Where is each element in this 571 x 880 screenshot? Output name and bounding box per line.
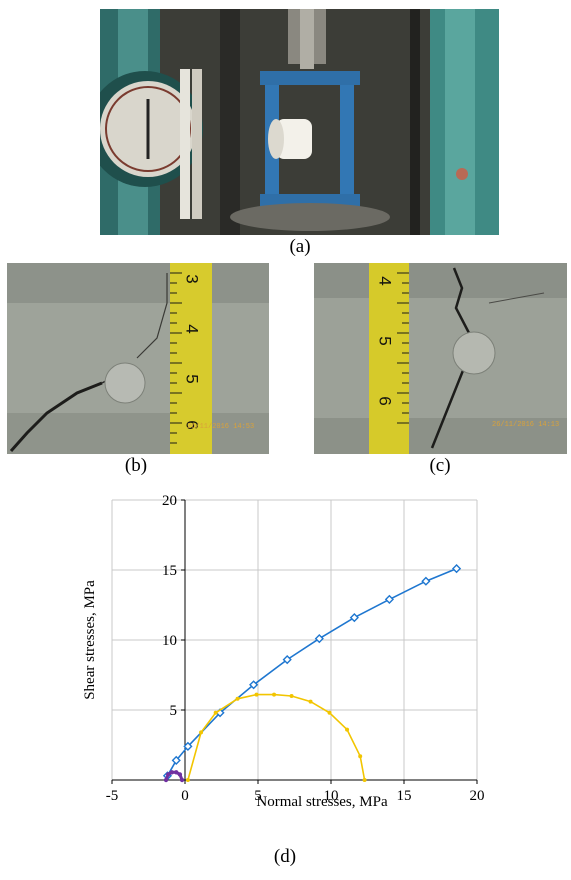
- tape-number-3: 3: [182, 274, 202, 284]
- specimen-b-illustration: [7, 263, 269, 454]
- data-point-diamond: [421, 576, 431, 586]
- tape-number-c-6: 6: [375, 396, 395, 406]
- photo-specimen-c: 4 5 6 26/11/2016 14:13: [314, 263, 567, 454]
- data-point-diamond: [282, 655, 292, 665]
- data-point-circle: [289, 694, 294, 698]
- y-tick-label: 15: [162, 563, 177, 579]
- data-point-diamond: [451, 564, 462, 574]
- y-tick-label: 20: [162, 493, 177, 509]
- data-point-diamond: [314, 634, 324, 644]
- data-point-circle: [235, 696, 240, 701]
- mohr-circle-chart: -5 0 5 10 15 20 5 10 15 20 Normal stresses, MPa S…: [82, 493, 485, 810]
- testing-machine-illustration: [100, 9, 499, 235]
- data-point-circle: [174, 770, 179, 775]
- data-point-circle: [185, 778, 190, 782]
- caption-a: (a): [289, 236, 311, 257]
- tape-number-c-4: 4: [375, 276, 395, 286]
- date-stamp-c: 26/11/2016 14:13: [492, 421, 560, 429]
- x-tick-label: 15: [397, 788, 412, 804]
- x-tick-label: 10: [324, 788, 339, 804]
- data-point-circle: [213, 710, 218, 715]
- x-tick-label: 20: [470, 788, 485, 804]
- x-tick-label: 5: [254, 788, 262, 804]
- data-point-circle: [308, 699, 313, 704]
- specimen-c-illustration: [314, 263, 567, 454]
- series-line-2: [187, 693, 366, 781]
- date-stamp-b: 26/11/2016 14:53: [187, 423, 255, 431]
- data-point-circle: [327, 710, 332, 715]
- photo-testing-machine: [100, 9, 499, 235]
- x-tick-label: 0: [181, 788, 189, 804]
- data-point-circle: [177, 772, 183, 777]
- data-point-circle: [169, 770, 175, 775]
- data-point-circle: [358, 754, 363, 759]
- y-tick-label: 5: [170, 703, 178, 719]
- x-tick-label: -5: [106, 788, 119, 804]
- photo-specimen-b: 3 4 5 6 26/11/2016 14:53: [7, 263, 269, 454]
- data-point-circle: [163, 777, 169, 783]
- data-point-circle: [362, 778, 367, 782]
- tape-number-c-5: 5: [375, 336, 395, 346]
- caption-d: (d): [273, 846, 297, 867]
- data-point-circle: [199, 730, 204, 735]
- tape-number-4: 4: [182, 324, 202, 334]
- data-point-diamond: [349, 613, 359, 623]
- series-line-1: [166, 567, 457, 777]
- data-point-circle: [254, 692, 259, 697]
- chart-ticks: -5 0 5 10 15 20 5 10 15 20: [106, 493, 485, 804]
- data-point-diamond: [384, 594, 394, 604]
- data-point-diamond: [183, 741, 193, 751]
- tape-number-5: 5: [182, 374, 202, 384]
- data-point-diamond: [171, 755, 181, 765]
- data-point-circle: [345, 727, 350, 732]
- y-axis-label: Shear stresses, MPa: [82, 580, 98, 700]
- data-point-circle: [179, 777, 185, 783]
- caption-c: (c): [429, 455, 451, 476]
- chart-grid: [111, 499, 478, 780]
- x-axis-label: Normal stresses, MPa: [256, 794, 388, 810]
- y-tick-label: 10: [162, 633, 177, 649]
- data-point-circle: [272, 692, 277, 697]
- data-point-circle: [166, 772, 171, 777]
- caption-b: (b): [124, 455, 148, 476]
- data-point-diamond: [249, 680, 259, 690]
- chart-series: [162, 564, 462, 783]
